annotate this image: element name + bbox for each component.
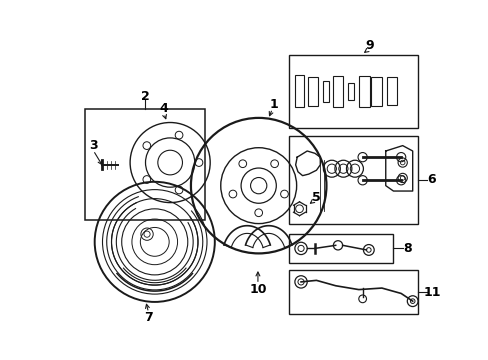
Bar [289,136,417,224]
Text: 4: 4 [159,102,168,115]
Text: 9: 9 [364,39,373,52]
Bar [85,109,204,220]
Text: 8: 8 [402,242,411,255]
Bar [386,77,396,105]
Text: 2: 2 [141,90,149,103]
Bar [347,83,353,100]
Text: 5: 5 [311,191,320,204]
Bar [307,77,317,106]
Text: 10: 10 [249,283,266,296]
Bar [322,81,328,102]
Text: 7: 7 [144,311,153,324]
Bar [289,234,393,263]
Text: 6: 6 [427,174,435,186]
Bar [332,76,343,107]
Bar [289,270,417,314]
Text: 11: 11 [422,286,440,299]
Bar [289,55,417,128]
Text: 1: 1 [269,98,278,111]
Bar [370,77,381,106]
Text: 3: 3 [89,139,97,152]
Bar [294,75,304,108]
Bar [358,76,369,107]
